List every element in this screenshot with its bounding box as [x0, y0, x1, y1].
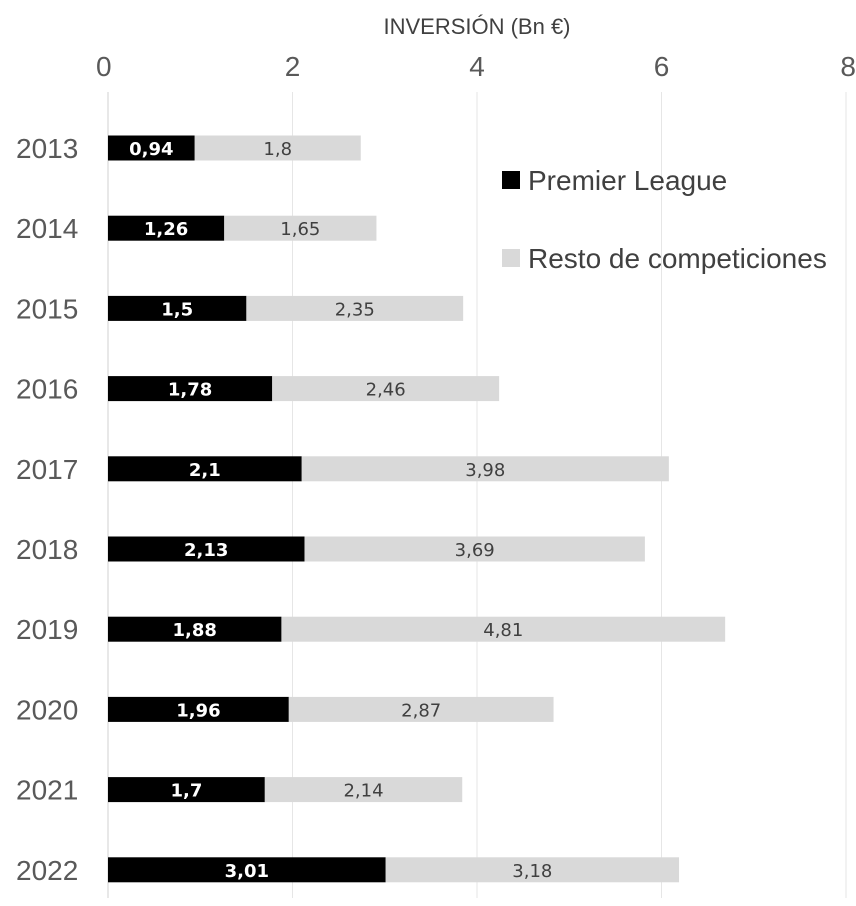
- bar-resto-competiciones: [301, 456, 669, 482]
- data-label: 2,46: [366, 380, 406, 401]
- data-label: 2,13: [184, 540, 228, 561]
- bar-premier-league: [108, 536, 305, 562]
- legend-swatch-premier-league: [502, 171, 520, 189]
- bar-resto-competiciones: [246, 295, 464, 321]
- data-label: 1,5: [161, 299, 193, 320]
- bar-resto-competiciones: [288, 696, 554, 722]
- bar-resto-competiciones: [281, 616, 726, 642]
- category-label: 2019: [16, 614, 78, 645]
- bar-premier-league: [108, 857, 386, 883]
- data-label: 1,96: [176, 700, 220, 721]
- data-label: 2,35: [335, 299, 375, 320]
- legend-label-premier-league: Premier League: [528, 165, 727, 196]
- category-label: 2015: [16, 293, 78, 324]
- x-axis-title: INVERSIÓN (Bn €): [383, 14, 570, 39]
- bar-premier-league: [108, 135, 195, 161]
- bar-premier-league: [108, 376, 273, 402]
- category-label: 2017: [16, 454, 78, 485]
- x-tick-label: 4: [469, 51, 485, 82]
- data-label: 0,94: [129, 139, 173, 160]
- data-label: 2,1: [189, 460, 221, 481]
- data-label: 3,69: [455, 540, 495, 561]
- bars: 0,94 1,8 1,26 1,65 1,5 2,35 1,78 2,46 2,1 3,98 2,1…: [108, 135, 726, 883]
- bar-resto-competiciones: [272, 376, 500, 402]
- data-label: 1,26: [144, 219, 188, 240]
- bar-resto-competiciones: [304, 536, 645, 562]
- data-label: 2,87: [401, 700, 441, 721]
- category-label: 2018: [16, 534, 78, 565]
- data-label: 3,98: [465, 460, 505, 481]
- data-label: 4,81: [483, 620, 523, 641]
- legend-swatch-resto-competiciones: [502, 249, 520, 267]
- data-label: 1,65: [280, 219, 320, 240]
- bar-resto-competiciones: [194, 135, 361, 161]
- x-axis-ticks: 0 2 4 6 8: [96, 51, 856, 82]
- legend-label-resto-competiciones: Resto de competiciones: [528, 243, 827, 274]
- bar-premier-league: [108, 215, 225, 241]
- bar-premier-league: [108, 616, 282, 642]
- bar-resto-competiciones: [224, 215, 377, 241]
- category-label: 2020: [16, 694, 78, 725]
- data-label: 1,8: [263, 139, 292, 160]
- category-label: 2016: [16, 374, 78, 405]
- bar-premier-league: [108, 456, 302, 482]
- bar-premier-league: [108, 777, 265, 803]
- bar-premier-league: [108, 295, 247, 321]
- data-label: 2,14: [343, 781, 383, 802]
- y-axis-categories: 2013 2014 2015 2016 2017 2018 2019 2020 2021 2022: [16, 133, 78, 886]
- data-label: 3,18: [512, 861, 552, 882]
- x-tick-label: 8: [840, 51, 856, 82]
- x-tick-label: 0: [96, 51, 112, 82]
- bar-resto-competiciones: [385, 857, 680, 883]
- x-tick-label: 2: [285, 51, 301, 82]
- bar-premier-league: [108, 696, 289, 722]
- x-tick-label: 6: [654, 51, 670, 82]
- data-label: 1,78: [168, 380, 212, 401]
- category-label: 2014: [16, 213, 78, 244]
- data-label: 1,88: [173, 620, 217, 641]
- data-label: 3,01: [225, 861, 269, 882]
- legend: Premier League Resto de competiciones: [502, 165, 827, 274]
- bar-resto-competiciones: [264, 777, 463, 803]
- category-label: 2013: [16, 133, 78, 164]
- category-label: 2022: [16, 855, 78, 886]
- category-label: 2021: [16, 775, 78, 806]
- data-label: 1,7: [170, 781, 202, 802]
